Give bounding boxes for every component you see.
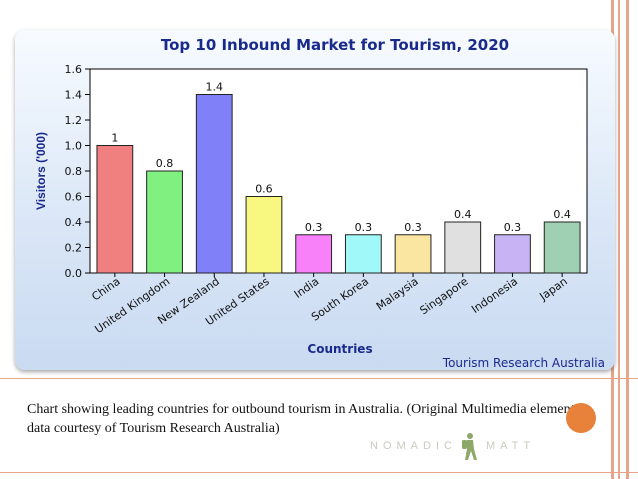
chart-panel: Top 10 Inbound Market for Tourism, 2020 0… (15, 30, 615, 370)
bar (295, 234, 333, 274)
frame-stripe (626, 0, 629, 479)
bar-value-label: 0.3 (355, 221, 373, 234)
bar (543, 221, 581, 274)
bar-chart: Top 10 Inbound Market for Tourism, 2020 0… (34, 36, 605, 370)
bar (494, 234, 531, 274)
y-tick-label: 0.8 (65, 165, 83, 178)
bar-value-label: 0.8 (156, 157, 174, 170)
bar (195, 94, 233, 274)
x-tick-label: Malaysia (374, 275, 421, 313)
y-tick-label: 0.4 (65, 216, 83, 229)
x-tick-label: China (89, 275, 122, 304)
frame-stripe (618, 0, 620, 479)
y-tick-label: 1.2 (65, 114, 83, 127)
bar-value-label: 0.6 (255, 183, 273, 196)
frame-line (0, 378, 638, 379)
chart-title: Top 10 Inbound Market for Tourism, 2020 (161, 36, 509, 54)
y-tick-label: 0.6 (65, 191, 83, 204)
y-tick-label: 0.2 (65, 242, 83, 255)
bar-value-label: 0.3 (404, 221, 422, 234)
y-tick-label: 0.0 (65, 267, 83, 280)
bar (444, 221, 482, 274)
bar-value-label: 0.3 (305, 221, 323, 234)
bar-value-label: 0.4 (553, 208, 571, 221)
bar-value-label: 0.4 (454, 208, 472, 221)
bar (344, 234, 382, 274)
y-axis-label: Visitors ('000) (34, 132, 48, 210)
slide-badge (566, 403, 596, 433)
frame-line (0, 472, 638, 473)
bar (146, 170, 183, 274)
chart-caption: Chart showing leading countries for outb… (27, 402, 585, 436)
x-tick-label: Indonesia (469, 275, 520, 316)
bar (96, 145, 134, 274)
y-tick-label: 1.4 (65, 89, 83, 102)
x-tick-label: Japan (536, 275, 569, 304)
watermark-logo: NOMADIC MATT (370, 432, 540, 462)
bar-value-label: 1.4 (206, 81, 224, 94)
bar-value-label: 1 (111, 132, 118, 145)
watermark-text-left: NOMADIC (370, 440, 457, 452)
bar (394, 234, 432, 274)
chart-source: Tourism Research Australia (442, 356, 605, 370)
bar (245, 196, 283, 274)
hiker-icon (462, 433, 477, 460)
bar-value-label: 0.3 (504, 221, 522, 234)
y-tick-label: 1.6 (65, 63, 83, 76)
x-axis-label: Countries (307, 342, 372, 356)
x-tick-label: Singapore (418, 275, 471, 318)
y-tick-label: 1.0 (65, 140, 83, 153)
watermark-text-right: MATT (486, 440, 536, 452)
x-tick-label: India (292, 275, 322, 301)
